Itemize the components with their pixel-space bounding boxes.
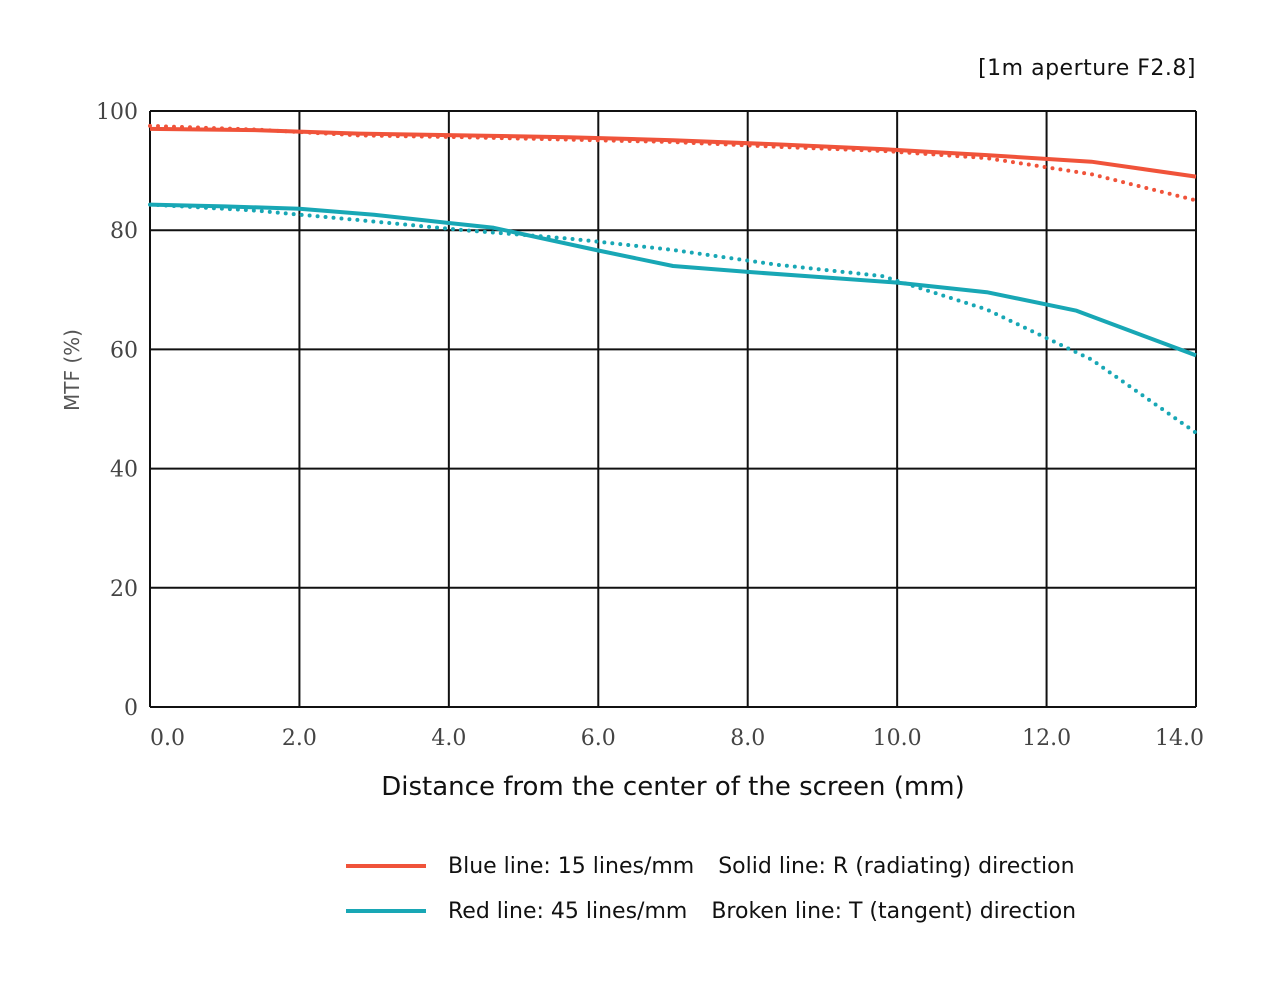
x-tick-label: 8.0 (730, 726, 765, 751)
x-tick-label: 0.0 (150, 726, 185, 751)
series-line-red-dotted (148, 123, 1198, 203)
y-tick-label: 0 (124, 696, 138, 721)
series-line-teal-dotted (148, 202, 1198, 435)
legend-swatch-teal (346, 909, 426, 913)
x-tick-label: 14.0 (1155, 726, 1204, 751)
x-tick-label: 10.0 (873, 726, 922, 751)
legend-style-label-2: Broken line: T (tangent) direction (711, 898, 1077, 924)
legend-row-1: Blue line: 15 lines/mm Solid line: R (ra… (346, 851, 1075, 881)
y-tick-label: 20 (110, 577, 138, 602)
legend-color-label-2: Red line: 45 lines/mm (448, 898, 688, 924)
grid (149, 110, 1197, 708)
y-tick-label: 60 (110, 338, 138, 363)
series-line-red-solid (149, 126, 1197, 179)
series-line-teal-solid (149, 202, 1197, 358)
y-tick-label: 40 (110, 458, 138, 483)
y-tick-label: 100 (96, 100, 138, 125)
series-lines (148, 123, 1198, 435)
x-tick-label: 4.0 (431, 726, 466, 751)
chart-title: [1m aperture F2.8] (978, 56, 1196, 81)
legend-swatch-red (346, 864, 426, 868)
y-axis-label: MTF (%) (60, 329, 84, 411)
tick-labels: 0.0 2.0 4.0 6.0 8.0 10.0 12.0 14.0 0 20 40 60 80 100 (96, 100, 1204, 751)
legend-style-label-1: Solid line: R (radiating) direction (718, 853, 1075, 879)
y-tick-label: 80 (110, 219, 138, 244)
legend-row-2: Red line: 45 lines/mm Broken line: T (ta… (346, 896, 1076, 926)
x-tick-label: 2.0 (282, 726, 317, 751)
x-tick-label: 6.0 (581, 726, 616, 751)
x-axis-label: Distance from the center of the screen (… (381, 772, 965, 802)
x-tick-label: 12.0 (1022, 726, 1071, 751)
legend-color-label-1: Blue line: 15 lines/mm (448, 853, 695, 879)
